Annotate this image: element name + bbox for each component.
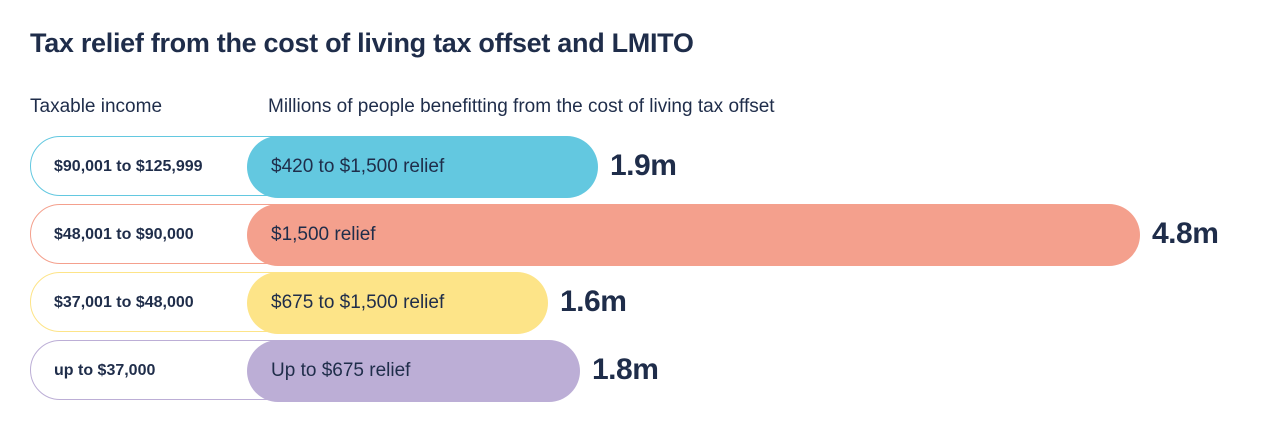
value-label: 1.6m — [560, 285, 627, 318]
relief-bar: Up to $675 relief — [247, 340, 580, 402]
y-axis-header: Taxable income — [30, 96, 163, 117]
relief-label: Up to $675 relief — [271, 360, 411, 381]
relief-bar: $420 to $1,500 relief — [247, 136, 598, 198]
income-label: $48,001 to $90,000 — [54, 226, 194, 243]
value-label: 1.8m — [592, 353, 659, 386]
income-label: up to $37,000 — [54, 362, 156, 379]
income-label: $37,001 to $48,000 — [54, 294, 194, 311]
relief-bar: $1,500 relief — [247, 204, 1140, 266]
value-label: 1.9m — [610, 149, 677, 182]
chart-title: Tax relief from the cost of living tax o… — [30, 28, 694, 58]
income-label: $90,001 to $125,999 — [54, 158, 203, 175]
relief-label: $1,500 relief — [271, 224, 376, 245]
relief-label: $420 to $1,500 relief — [271, 156, 445, 177]
relief-label: $675 to $1,500 relief — [271, 292, 445, 313]
relief-bar: $675 to $1,500 relief — [247, 272, 548, 334]
value-label: 4.8m — [1152, 217, 1219, 250]
x-axis-header: Millions of people benefitting from the … — [268, 96, 775, 117]
